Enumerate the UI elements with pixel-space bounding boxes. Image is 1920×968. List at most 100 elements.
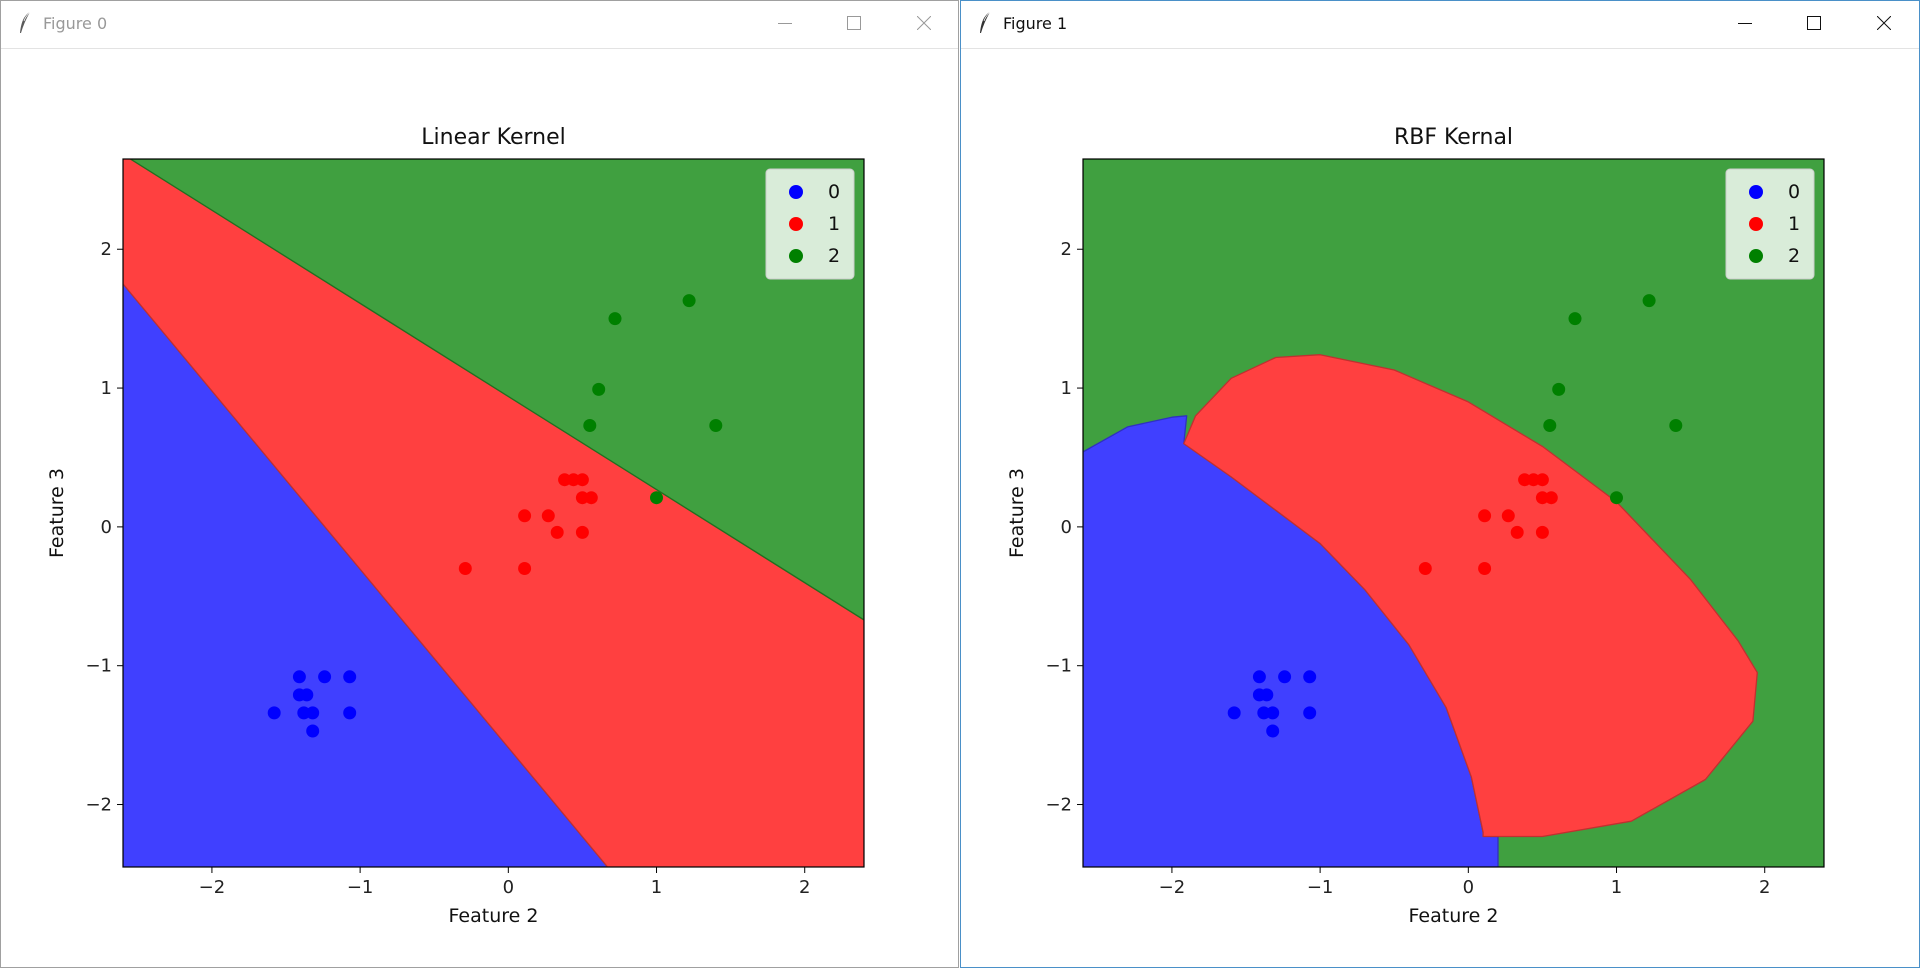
data-point-class-1 xyxy=(1527,473,1540,487)
data-point-class-0 xyxy=(1266,706,1280,720)
legend-label-2: 2 xyxy=(1788,245,1800,267)
data-point-class-1 xyxy=(1418,562,1432,575)
feather-icon xyxy=(980,11,991,33)
data-point-class-2 xyxy=(592,382,606,396)
x-tick-label: −1 xyxy=(347,877,374,898)
close-button[interactable] xyxy=(1863,7,1907,41)
y-tick-label: 1 xyxy=(101,378,112,399)
maximize-button[interactable] xyxy=(833,7,877,41)
legend-marker-0 xyxy=(1749,185,1763,199)
figure-canvas[interactable]: −2 −1 0 1 2 −2 −1 0 1 2 RBF Kernal Feature 2 Feature… xyxy=(961,49,1919,967)
data-point-class-0 xyxy=(343,670,357,684)
x-tick-label: 1 xyxy=(651,877,662,898)
data-point-class-2 xyxy=(1543,419,1557,432)
data-point-class-0 xyxy=(1252,670,1266,684)
rbf-kernel-chart[interactable]: −2 −1 0 1 2 −2 −1 0 1 2 RBF Kernal Feature 2 Feature… xyxy=(961,49,1919,967)
legend-label-1: 1 xyxy=(828,213,840,235)
data-point-class-0 xyxy=(1227,706,1241,720)
legend-label-0: 0 xyxy=(1788,181,1800,203)
data-point-class-2 xyxy=(608,312,622,326)
maximize-icon xyxy=(1807,16,1821,30)
data-point-class-0 xyxy=(318,670,332,684)
data-point-class-0 xyxy=(1260,688,1274,702)
data-point-class-0 xyxy=(1303,670,1317,684)
minimize-icon xyxy=(778,23,792,24)
data-point-class-1 xyxy=(550,525,564,539)
data-point-class-1 xyxy=(558,473,572,487)
data-point-class-0 xyxy=(1257,706,1271,720)
maximize-icon xyxy=(847,16,861,30)
data-point-class-0 xyxy=(1278,670,1292,684)
maximize-button[interactable] xyxy=(1793,7,1837,41)
x-tick-label: 0 xyxy=(1463,877,1474,898)
data-point-class-0 xyxy=(292,670,306,684)
legend-box xyxy=(1725,168,1815,280)
title-bar[interactable]: Figure 1 xyxy=(961,1,1919,49)
plot-area xyxy=(1083,159,1824,867)
data-point-class-2 xyxy=(1642,294,1656,308)
title-bar[interactable]: Figure 0 xyxy=(1,1,958,49)
legend-box xyxy=(765,168,855,280)
data-point-class-1 xyxy=(518,509,532,523)
legend: 0 1 2 xyxy=(765,168,855,280)
minimize-button[interactable] xyxy=(1724,7,1768,41)
close-icon xyxy=(1877,16,1891,30)
data-point-class-0 xyxy=(300,688,314,702)
legend-label-2: 2 xyxy=(828,245,840,267)
figure-canvas[interactable]: −2 −1 0 1 2 −2 −1 0 1 2 Linear Kernel Feature 2 Feat… xyxy=(1,49,959,967)
y-tick-label: 0 xyxy=(1061,517,1072,538)
x-tick-label: 1 xyxy=(1611,877,1622,898)
data-point-class-1 xyxy=(567,473,580,487)
data-point-class-2 xyxy=(1552,382,1566,396)
decision-region-1 xyxy=(1183,354,1758,838)
data-point-class-0 xyxy=(306,724,320,738)
data-point-class-0 xyxy=(306,706,320,720)
minimize-icon xyxy=(1738,23,1752,24)
data-point-class-2 xyxy=(650,491,663,505)
data-point-class-1 xyxy=(458,562,472,575)
x-tick-label: −2 xyxy=(199,877,226,898)
data-point-class-1 xyxy=(1501,509,1515,523)
data-point-class-1 xyxy=(518,562,532,575)
data-point-class-0 xyxy=(297,706,311,720)
legend-label-1: 1 xyxy=(1788,213,1800,235)
y-tick-label: 0 xyxy=(101,517,112,538)
data-point-class-1 xyxy=(541,509,555,523)
data-point-class-1 xyxy=(575,491,589,505)
y-tick-label: 1 xyxy=(1061,378,1072,399)
data-point-class-1 xyxy=(1535,473,1549,487)
data-point-class-2 xyxy=(682,294,696,308)
linear-kernel-chart[interactable]: −2 −1 0 1 2 −2 −1 0 1 2 Linear Kernel Feature 2 Feat… xyxy=(1,49,959,967)
y-tick-label: 2 xyxy=(1061,239,1072,260)
data-point-class-1 xyxy=(1535,491,1549,505)
decision-region-1 xyxy=(123,159,864,867)
y-axis-label: Feature 3 xyxy=(46,468,68,558)
data-point-class-1 xyxy=(575,473,589,487)
data-point-class-1 xyxy=(1544,491,1558,505)
window-title: Figure 1 xyxy=(1003,14,1068,33)
chart-title: Linear Kernel xyxy=(421,125,565,150)
y-axis-label: Feature 3 xyxy=(1006,468,1028,558)
window-title: Figure 0 xyxy=(43,14,108,33)
data-point-class-1 xyxy=(584,491,598,505)
data-point-class-0 xyxy=(1303,706,1317,720)
data-point-class-2 xyxy=(1568,312,1582,326)
y-tick-label: 2 xyxy=(101,239,112,260)
data-point-class-1 xyxy=(1518,473,1532,487)
x-tick-label: 0 xyxy=(503,877,514,898)
x-tick-label: −2 xyxy=(1159,877,1186,898)
x-tick-label: 2 xyxy=(1759,877,1770,898)
axes-frame xyxy=(1082,158,1825,868)
x-axis-label: Feature 2 xyxy=(1409,905,1499,927)
data-point-class-1 xyxy=(1478,562,1492,575)
x-tick-label: 2 xyxy=(799,877,810,898)
y-tick-label: −1 xyxy=(85,656,112,677)
legend-marker-1 xyxy=(1749,217,1763,231)
data-point-class-1 xyxy=(1510,525,1524,539)
x-tick-label: −1 xyxy=(1307,877,1334,898)
legend: 0 1 2 xyxy=(1725,168,1815,280)
close-button[interactable] xyxy=(903,7,947,41)
data-point-class-0 xyxy=(267,706,281,720)
legend-marker-1 xyxy=(789,217,803,231)
minimize-button[interactable] xyxy=(764,7,808,41)
